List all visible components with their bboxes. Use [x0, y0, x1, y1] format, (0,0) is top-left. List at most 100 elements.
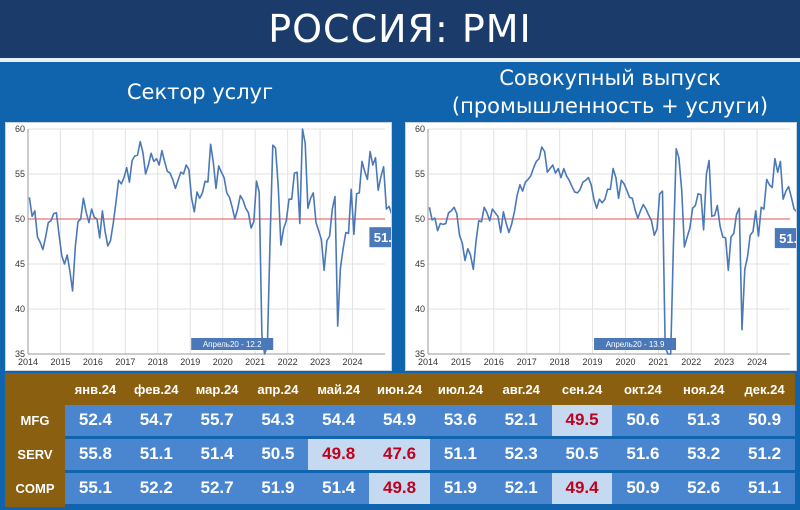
annotation-april20: Апрель20 - 13.9 [594, 338, 677, 350]
column-header: июн.24 [377, 381, 423, 397]
x-tick-label: 2024 [343, 357, 363, 367]
table-cell: 50.9 [734, 405, 795, 439]
last-value-label: 51.2 [369, 227, 404, 248]
table-cell: 55.1 [65, 471, 126, 508]
y-tick-label: 60 [15, 124, 25, 134]
x-tick-label: 2015 [50, 357, 70, 367]
table-cell: 54.3 [247, 405, 309, 439]
column-header: мар.24 [195, 381, 239, 397]
y-tick-label: 45 [415, 259, 425, 269]
x-tick-label: 2018 [148, 357, 168, 367]
title-divider [0, 58, 800, 62]
table-cell: 53.2 [673, 437, 735, 473]
table-cell: 51.9 [429, 471, 491, 508]
table-cell: 52.6 [673, 471, 735, 508]
x-tick-label: 2020 [213, 357, 233, 367]
table-cell: 49.8 [308, 437, 370, 473]
series-line [428, 146, 800, 355]
column-header: сен.24 [561, 381, 603, 397]
table-row: SERV 55.8 51.1 51.4 50.5 49.8 47.6 51.1 52.3 50.5… [5, 437, 795, 473]
table-cell: 52.4 [65, 405, 126, 439]
annotation-text: Апрель20 - 12.2 [203, 340, 262, 349]
y-tick-label: 50 [15, 214, 25, 224]
table-cell: 51.1 [734, 471, 795, 508]
table-cell: 53.6 [429, 405, 491, 439]
pmi-table: янв.24 фев.24 мар.24 апр.24 май.24 июн.24 июл.… [5, 373, 795, 508]
row-label: COMP [5, 471, 65, 508]
x-tick-label: 2017 [115, 357, 135, 367]
y-tick-label: 40 [15, 304, 25, 314]
table-cell: 51.1 [429, 437, 491, 473]
table-cell: 54.7 [125, 405, 187, 439]
x-tick-label: 2014 [418, 357, 438, 367]
table-cell: 50.5 [247, 437, 309, 473]
x-tick-label: 2022 [681, 357, 701, 367]
table-header-row: янв.24 фев.24 мар.24 апр.24 май.24 июн.24 июл.… [5, 373, 795, 405]
y-tick-label: 35 [15, 349, 25, 359]
table-cell: 50.5 [551, 437, 613, 473]
column-header: авг.24 [502, 381, 540, 397]
series-line [28, 128, 415, 355]
x-tick-label: 2018 [550, 357, 570, 367]
y-tick-label: 55 [415, 169, 425, 179]
table-cell: 52.7 [186, 471, 248, 508]
table-cell: 49.4 [551, 471, 613, 508]
chart-services-pmi: 35 40 45 50 55 60 2014 2015 2016 2017 2018 2019 2020… [5, 122, 415, 371]
table-row: COMP 55.1 52.2 52.7 51.9 51.4 49.8 51.9 52.1 49.4… [5, 471, 795, 508]
column-header: май.24 [317, 381, 361, 397]
x-tick-label: 2023 [714, 357, 734, 367]
y-tick-label: 45 [15, 259, 25, 269]
table-cell: 51.4 [308, 471, 370, 508]
last-value-text: 51.2 [374, 230, 391, 245]
annotation-box [191, 338, 274, 350]
x-tick-label: 2017 [517, 357, 537, 367]
table-corner [5, 373, 65, 405]
table-cell: 47.6 [369, 437, 430, 473]
last-value-label: 51.1 [774, 228, 800, 249]
column-header: июл.24 [437, 381, 483, 397]
table-cell: 51.4 [186, 437, 248, 473]
table-cell: 51.6 [612, 437, 674, 473]
title-bar: РОССИЯ: PMI [0, 0, 800, 58]
column-header: янв.24 [74, 381, 117, 397]
last-value-box [774, 228, 800, 249]
y-tick-label: 60 [415, 124, 425, 134]
y-tick-label: 40 [415, 304, 425, 314]
row-label: SERV [5, 437, 65, 473]
x-tick-label: 2015 [451, 357, 471, 367]
table-cell: 52.2 [125, 471, 187, 508]
annotation-text: Апрель20 - 13.9 [606, 340, 665, 349]
x-tick-label: 2021 [245, 357, 265, 367]
chart-svg: 35 40 45 50 55 60 2014 2015 2016 2017 2018 2019 2020… [415, 124, 800, 367]
table-cell: 49.8 [369, 471, 430, 508]
x-tick-label: 2022 [278, 357, 298, 367]
y-tick-label: 50 [415, 214, 425, 224]
table-cell: 52.3 [490, 437, 552, 473]
table-cell: 52.1 [490, 471, 552, 508]
table-cell: 49.5 [551, 405, 613, 439]
table-cell: 54.4 [308, 405, 370, 439]
chart-title-composite: Совокупный выпуск (промышленность + услу… [451, 66, 769, 118]
table-cell: 51.2 [734, 437, 795, 473]
table-cell: 50.9 [612, 471, 674, 508]
last-value-text: 51.1 [779, 231, 796, 246]
x-tick-label: 2020 [615, 357, 635, 367]
y-tick-label: 55 [15, 169, 25, 179]
row-label: MFG [5, 405, 65, 439]
table-cell: 50.6 [612, 405, 674, 439]
table-cell: 55.8 [65, 437, 126, 473]
column-header: дек.24 [744, 381, 785, 397]
table-cell: 51.9 [247, 471, 309, 508]
table-cell: 52.1 [490, 405, 552, 439]
chart-composite-pmi: 35 40 45 50 55 60 2014 2015 2016 2017 2018 2019 2020… [405, 122, 800, 371]
table-cell: 51.1 [125, 437, 187, 473]
x-tick-label: 2021 [648, 357, 668, 367]
y-tick-label: 35 [415, 349, 425, 359]
x-tick-label: 2016 [83, 357, 103, 367]
x-tick-label: 2016 [484, 357, 504, 367]
x-tick-label: 2019 [583, 357, 603, 367]
column-header: фев.24 [133, 381, 179, 397]
table-cell: 54.9 [369, 405, 430, 439]
annotation-april20: Апрель20 - 12.2 [191, 338, 274, 350]
table-row: MFG 52.4 54.7 55.7 54.3 54.4 54.9 53.6 52.1 49.5 5… [5, 405, 795, 439]
